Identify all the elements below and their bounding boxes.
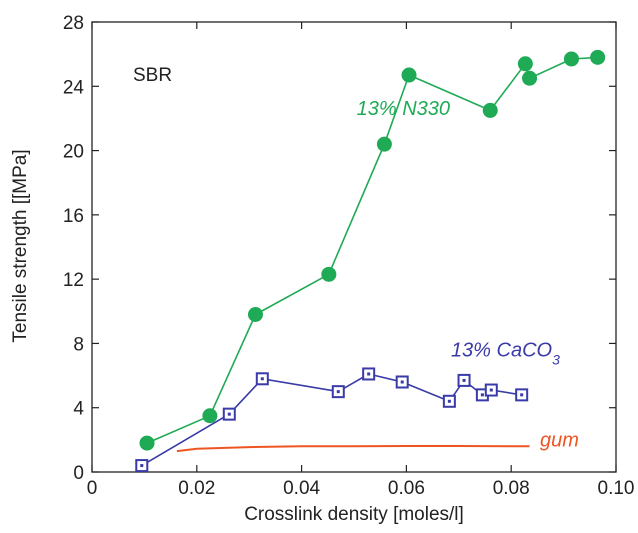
tick-layer: 0 0.02 0.04 0.06 0.08 0.10 0 4 8 12 16 20 24 28 <box>63 13 635 499</box>
y-tick-label: 20 <box>63 142 84 163</box>
data-point-center-13-caco3 <box>489 388 493 392</box>
x-tick-label: 0.02 <box>178 478 215 499</box>
data-point-13-n330 <box>517 56 533 72</box>
y-axis-title: Tensile strength [[MPa] <box>10 149 31 342</box>
series-label-gum: gum <box>540 429 579 451</box>
series-label-13-caco3: 13% CaCO3 <box>451 339 560 367</box>
y-tick-label: 16 <box>63 206 84 227</box>
series-label-13-n330: 13% N330 <box>357 98 450 120</box>
x-tick-label: 0.10 <box>598 478 635 499</box>
data-point-center-13-caco3 <box>447 399 451 403</box>
y-tick-label: 4 <box>73 399 84 420</box>
data-point-13-n330 <box>590 49 606 65</box>
data-point-13-n330 <box>247 307 263 322</box>
data-point-13-n330 <box>376 136 392 152</box>
x-tick-label: 0 <box>87 478 98 499</box>
data-point-center-13-caco3 <box>462 378 466 382</box>
annotation-layer: 13% N330 13% CaCO3 gum <box>357 98 579 451</box>
series-13-n330 <box>139 49 606 451</box>
x-tick-label: 0.06 <box>388 478 425 499</box>
data-point-center-13-caco3 <box>480 393 484 397</box>
data-point-center-13-caco3 <box>400 380 404 384</box>
x-axis-title: Crosslink density [moles/l] <box>244 504 464 525</box>
data-point-center-13-caco3 <box>520 393 524 397</box>
chart-annotation-sbr: SBR <box>133 65 172 86</box>
series-13-caco3 <box>135 367 529 473</box>
data-point-13-n330 <box>522 70 538 86</box>
data-point-13-n330 <box>482 102 498 118</box>
data-point-13-n330 <box>139 435 155 451</box>
series-gum <box>176 445 530 453</box>
x-tick-label: 0.08 <box>493 478 530 499</box>
data-point-center-13-caco3 <box>367 372 371 376</box>
data-point-13-n330 <box>563 51 579 67</box>
x-tick-label: 0.04 <box>283 478 320 499</box>
data-point-13-n330 <box>401 67 417 83</box>
plot-frame <box>91 21 617 473</box>
y-tick-label: 8 <box>73 334 84 355</box>
y-tick-label: 0 <box>73 463 84 484</box>
series-line-gum <box>176 445 530 453</box>
data-point-center-13-caco3 <box>336 390 340 394</box>
y-tick-label: 24 <box>63 77 85 98</box>
y-tick-label: 12 <box>63 270 84 291</box>
y-tick-label: 28 <box>63 13 84 34</box>
data-point-center-13-caco3 <box>260 377 264 381</box>
data-point-center-13-caco3 <box>140 464 144 468</box>
series-layer <box>135 49 606 473</box>
data-point-center-13-caco3 <box>227 412 231 416</box>
data-point-13-n330 <box>202 408 218 424</box>
data-point-13-n330 <box>321 266 337 282</box>
